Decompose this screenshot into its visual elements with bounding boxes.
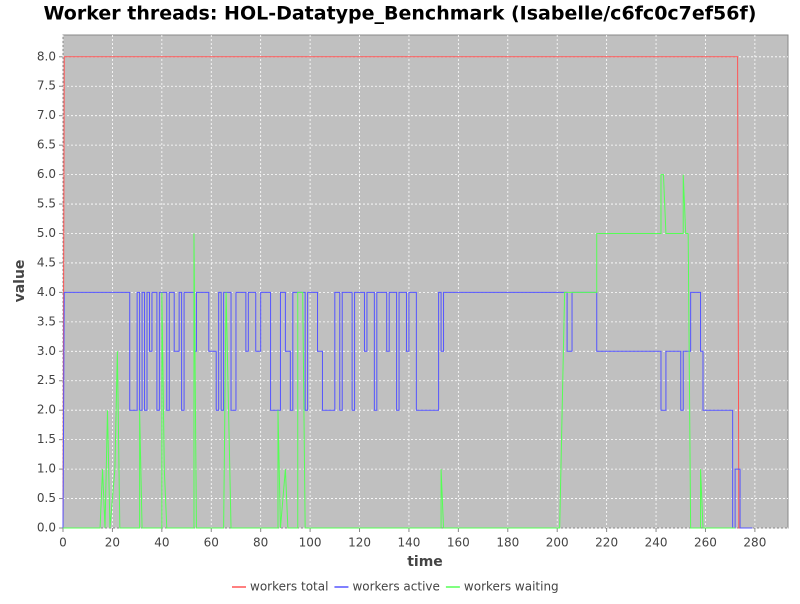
y-axis-label: value (12, 260, 28, 303)
y-tick-label: 0.0 (37, 521, 56, 535)
y-tick-label: 8.0 (37, 49, 56, 63)
y-tick-label: 7.0 (37, 108, 56, 122)
x-tick-label: 0 (59, 536, 67, 550)
x-tick-label: 260 (694, 536, 717, 550)
y-tick-label: 5.5 (37, 197, 56, 211)
x-tick-label: 180 (496, 536, 519, 550)
x-tick-label: 220 (595, 536, 618, 550)
y-tick-label: 2.0 (37, 403, 56, 417)
legend: workers total workers active workers waiti… (232, 580, 559, 594)
series-line (63, 174, 736, 529)
x-tick-label: 20 (105, 536, 120, 550)
chart-title: Worker threads: HOL-Datatype_Benchmark (… (44, 3, 757, 25)
legend-label: workers waiting (464, 580, 559, 594)
y-tick-label: 7.5 (37, 79, 56, 93)
legend-label: workers total (250, 580, 328, 594)
y-tick-label: 1.0 (37, 462, 56, 476)
y-tick-label: 4.5 (37, 255, 56, 269)
y-tick-label: 6.0 (37, 167, 56, 181)
plot-area (62, 34, 789, 529)
y-tick-label: 3.5 (37, 314, 56, 328)
x-tick-label: 120 (348, 536, 371, 550)
x-tick-label: 40 (154, 536, 169, 550)
x-tick-label: 240 (645, 536, 668, 550)
legend-label: workers active (352, 580, 439, 594)
x-tick-label: 80 (253, 536, 268, 550)
x-axis-label: time (407, 554, 443, 570)
y-tick-label: 6.5 (37, 138, 56, 152)
x-tick-label: 280 (743, 536, 766, 550)
x-tick-label: 100 (299, 536, 322, 550)
y-tick-label: 0.5 (37, 491, 56, 505)
x-tick-label: 60 (204, 536, 219, 550)
x-tick-label: 160 (447, 536, 470, 550)
y-tick-label: 4.0 (37, 285, 56, 299)
x-tick-label: 140 (397, 536, 420, 550)
y-tick-label: 3.0 (37, 344, 56, 358)
series-line (62, 291, 753, 529)
y-tick-label: 5.0 (37, 226, 56, 240)
x-tick-label: 200 (546, 536, 569, 550)
y-tick-label: 1.5 (37, 432, 56, 446)
y-tick-label: 2.5 (37, 373, 56, 387)
